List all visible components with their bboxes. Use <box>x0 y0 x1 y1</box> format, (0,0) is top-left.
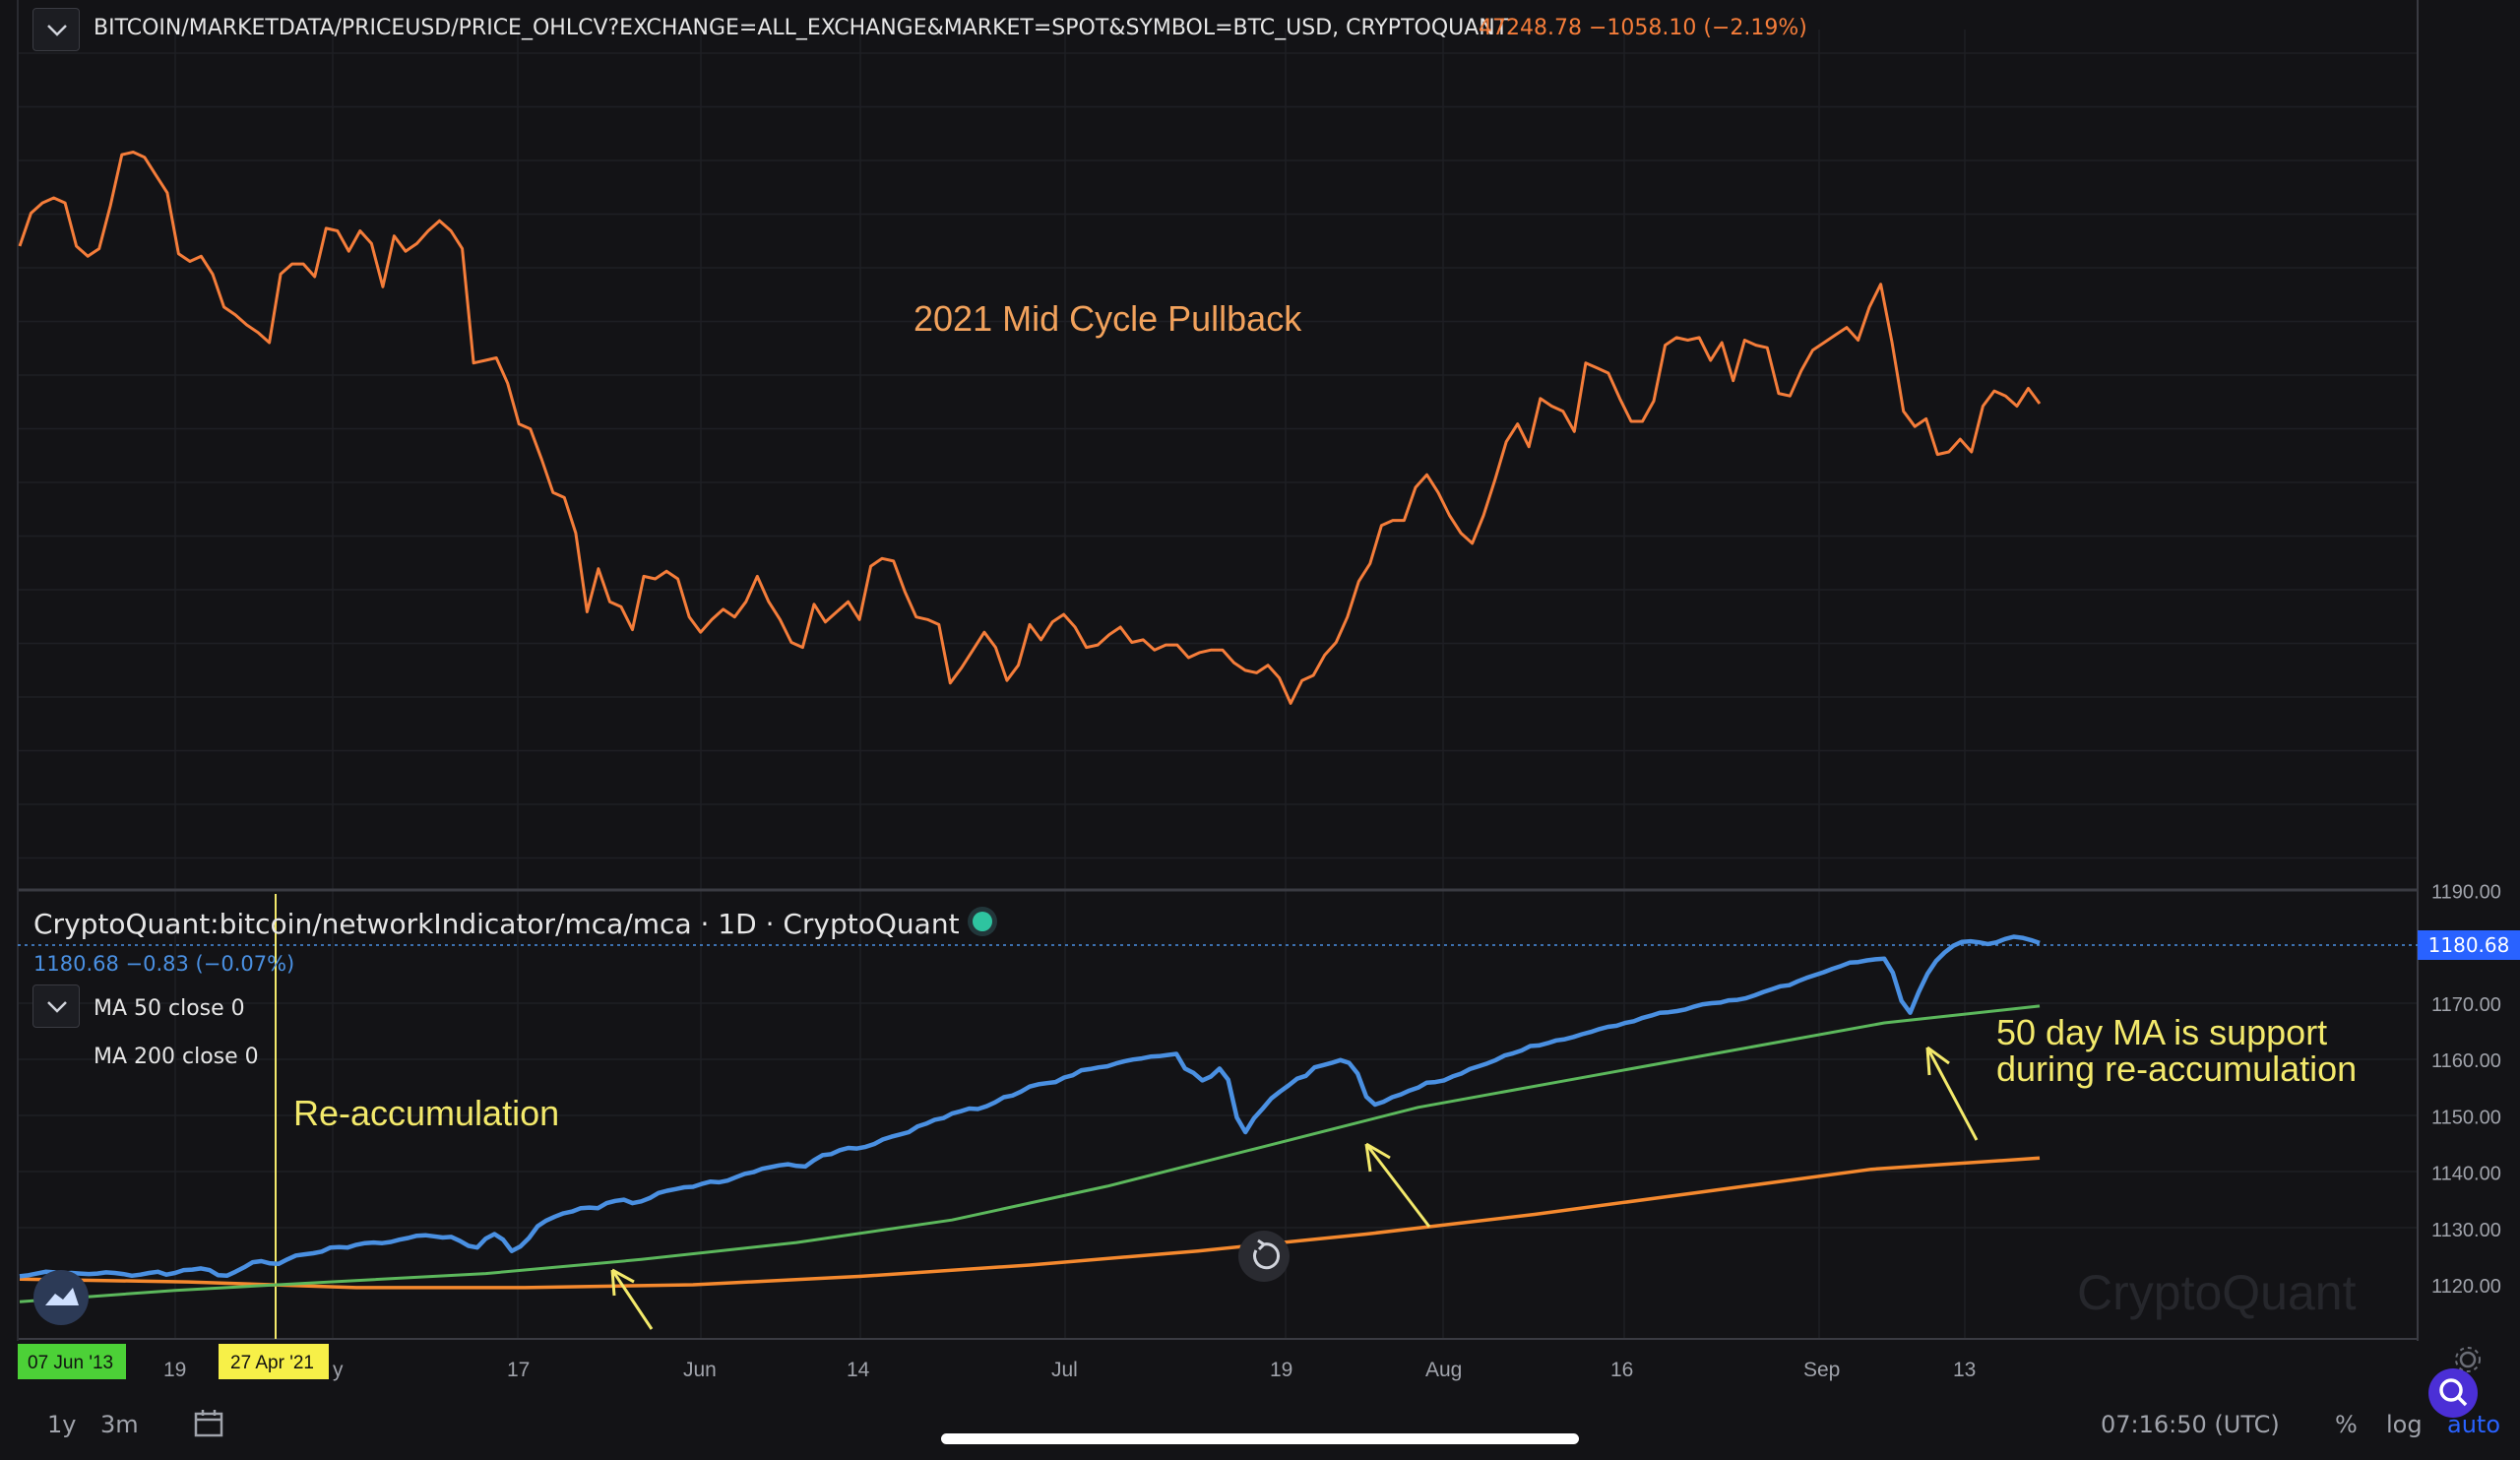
x-tick-label: Aug <box>1425 1359 1462 1381</box>
y-tick-label: 1160.00 <box>2431 1050 2501 1072</box>
y-axis: 1190.00 1170.00 1160.00 1150.00 1140.00 1130.… <box>2431 882 2501 1298</box>
watermark: CryptoQuant <box>2077 1265 2357 1320</box>
x-tick-label: 17 <box>507 1359 530 1381</box>
y-tick-label: 1130.00 <box>2431 1220 2501 1241</box>
x-tick-label: 13 <box>1953 1359 1976 1381</box>
calendar-range-icon[interactable] <box>193 1408 226 1439</box>
x-tick-label: Jun <box>683 1359 717 1381</box>
ma200-legend[interactable]: MA 200 close 0 <box>94 1045 259 1069</box>
symbol-title: BITCOIN/MARKETDATA/PRICEUSD/PRICE_OHLCV?… <box>94 16 1509 40</box>
x-tick-label: Sep <box>1803 1359 1840 1381</box>
collapse-indicators-button[interactable] <box>32 984 80 1028</box>
range-1y-button[interactable]: 1y <box>47 1411 77 1438</box>
collapse-main-button[interactable] <box>32 8 80 51</box>
x-axis: 19 y 17 Jun 14 Jul 19 Aug 16 Sep 13 <box>163 1359 1976 1381</box>
ma50-series <box>19 1004 2041 1303</box>
y-tick-label: 1140.00 <box>2431 1164 2501 1185</box>
vertical-marker-label: 27 Apr '21 <box>230 1353 314 1373</box>
vertical-marker-badge <box>219 1344 329 1379</box>
cryptoquant-logo-icon[interactable] <box>33 1270 89 1325</box>
status-dot-icon <box>973 912 992 931</box>
left-marker-badge <box>18 1344 126 1379</box>
arrow-annotation-2 <box>1364 1142 1431 1228</box>
annotation-ma-support-1: 50 day MA is support <box>1996 1012 2327 1052</box>
last-value-badge: 1180.68 <box>2418 930 2520 960</box>
annotation-ma-support-2: during re-accumulation <box>1996 1048 2357 1089</box>
x-tick-label: 19 <box>163 1359 186 1381</box>
arrow-annotation-3 <box>1925 1046 1979 1141</box>
x-tick-label: 16 <box>1610 1359 1633 1381</box>
home-indicator <box>941 1433 1579 1444</box>
price-line <box>18 151 2042 705</box>
range-3m-button[interactable]: 3m <box>100 1411 139 1438</box>
ma50-line <box>19 1004 2041 1303</box>
search-button[interactable] <box>2428 1368 2478 1418</box>
grid-lines <box>18 30 2418 1339</box>
symbol-price: 47248.78 −1058.10 (−2.19%) <box>1479 16 1807 40</box>
gear-icon[interactable] <box>2453 1345 2483 1374</box>
indicator-title: CryptoQuant:bitcoin/networkIndicator/mca… <box>33 908 960 940</box>
chevron-down-icon <box>47 1001 67 1013</box>
x-tick-label: y <box>333 1359 344 1381</box>
annotation-reaccumulation: Re-accumulation <box>293 1093 559 1133</box>
reset-chart-button[interactable] <box>1238 1231 1290 1282</box>
ma50-legend[interactable]: MA 50 close 0 <box>94 996 245 1021</box>
arrow-annotation-1 <box>610 1268 654 1330</box>
y-tick-label: 1150.00 <box>2431 1107 2501 1128</box>
search-icon <box>2439 1378 2468 1407</box>
left-marker-label: 07 Jun '13 <box>28 1353 113 1373</box>
indicator-value: 1180.68 −0.83 (−0.07%) <box>33 952 295 976</box>
x-tick-label: 14 <box>847 1359 870 1381</box>
y-tick-label: 1120.00 <box>2431 1276 2501 1298</box>
utc-clock: 07:16:50 (UTC) <box>2101 1411 2280 1438</box>
ma200-line <box>19 1156 2041 1290</box>
x-tick-label: 19 <box>1270 1359 1292 1381</box>
log-scale-button[interactable]: log <box>2386 1411 2423 1438</box>
reset-icon <box>1253 1238 1280 1270</box>
y-tick-label: 1170.00 <box>2431 994 2501 1016</box>
ma200-series <box>19 1156 2041 1290</box>
x-tick-label: Jul <box>1051 1359 1078 1381</box>
y-tick-label: 1190.00 <box>2431 882 2501 904</box>
mca-line <box>19 934 2041 1279</box>
annotation-mid-cycle: 2021 Mid Cycle Pullback <box>914 298 1302 339</box>
percent-scale-button[interactable]: % <box>2335 1411 2358 1438</box>
mca-series <box>19 934 2041 1279</box>
chevron-down-icon <box>47 25 67 36</box>
price-series <box>18 151 2042 705</box>
